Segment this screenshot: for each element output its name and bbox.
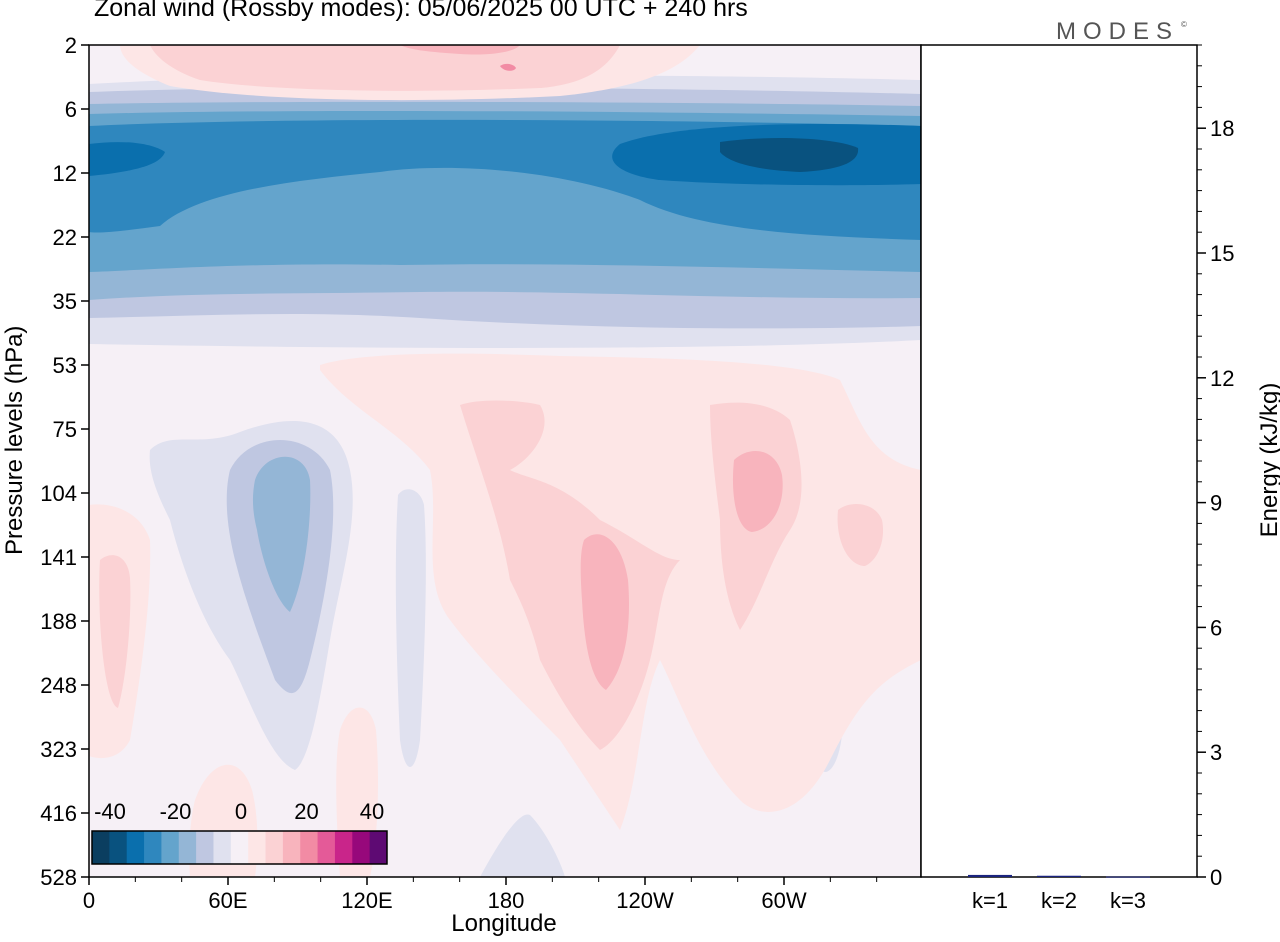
- energy-tick-label: 9: [1210, 491, 1222, 516]
- colorbar-label: 40: [360, 799, 384, 824]
- contour-fill-neg-5-bottom: [480, 814, 565, 877]
- energy-bar: [1106, 876, 1150, 878]
- x-tick-label: 120E: [341, 888, 392, 913]
- colorbar-swatch: [178, 831, 197, 864]
- colorbar-swatch: [196, 831, 214, 864]
- colorbar-swatch: [109, 831, 128, 864]
- x-tick-label: 120W: [616, 888, 674, 913]
- contour-fill-pos-10-center: [460, 400, 680, 750]
- contour-fill-neg-35: [720, 138, 859, 172]
- x-axis: 0 60E 120E 180 120W 60W: [83, 877, 878, 913]
- colorbar-swatch: [352, 831, 371, 864]
- colorbar-swatch: [334, 831, 353, 864]
- colorbar-swatch: [213, 831, 232, 864]
- energy-tick-label: 15: [1210, 241, 1234, 266]
- energy-tick-label: 6: [1210, 615, 1222, 640]
- y-tick-label: 416: [40, 801, 77, 826]
- colorbar-swatch: [230, 831, 249, 864]
- y-tick-label: 75: [53, 417, 77, 442]
- contour-fill-neg-30-west: [89, 142, 165, 176]
- x-tick-label: 60E: [208, 888, 247, 913]
- x-tick-label: 0: [83, 888, 95, 913]
- energy-panel-frame: [920, 44, 1198, 878]
- colorbar-swatch: [300, 831, 319, 864]
- y-tick-label: 104: [40, 481, 77, 506]
- contour-plot: [88, 44, 922, 878]
- copyright-mark: ©: [1181, 20, 1187, 29]
- colorbar-label: 0: [235, 799, 247, 824]
- contour-fill-neg-5-mid-trop: [395, 489, 426, 767]
- x-tick-label: 60W: [761, 888, 806, 913]
- chart-title: Zonal wind (Rossby modes): 05/06/2025 00…: [94, 0, 748, 22]
- contour-fill-pos-15-center: [580, 534, 630, 690]
- colorbar-swatch: [317, 831, 336, 864]
- colorbar-frame: [91, 830, 388, 865]
- contour-fill-pos-10-west-edge: [99, 555, 131, 708]
- colorbar-swatch: [161, 831, 180, 864]
- y-tick-label: 12: [53, 161, 77, 186]
- colorbar-label: 20: [294, 799, 318, 824]
- colorbar-swatch: [126, 831, 145, 864]
- contour-fill-pos-20-top: [500, 63, 516, 71]
- colorbar-label: -20: [160, 799, 192, 824]
- x-axis-label: Longitude: [451, 910, 557, 937]
- colorbar-swatch: [282, 831, 301, 864]
- y-axis-label-energy: Energy (kJ/kg): [1256, 382, 1280, 538]
- energy-tick-label: 12: [1210, 366, 1234, 391]
- colorbar: -40 -20 0 20 40: [91, 799, 388, 865]
- contour-fill-pos-15-top: [400, 45, 520, 55]
- contour-fill-pos-15-east: [732, 451, 783, 532]
- energy-panel: 0 3 6 9 12 15 18 k=1 k=2 k=3: [920, 44, 1234, 913]
- y-tick-label: 141: [40, 545, 77, 570]
- y-tick-label: 53: [53, 353, 77, 378]
- modes-logo: MODES: [1056, 18, 1180, 45]
- colorbar-swatch: [248, 831, 267, 864]
- energy-tick-label: 3: [1210, 740, 1222, 765]
- colorbar-swatch: [369, 831, 388, 864]
- energy-category-label: k=3: [1110, 888, 1146, 913]
- energy-bar: [1037, 875, 1081, 877]
- contour-fill-pos-10-far-east: [837, 504, 884, 566]
- energy-tick-label: 0: [1210, 865, 1222, 890]
- colorbar-swatch: [265, 831, 284, 864]
- energy-bar: [968, 874, 1012, 877]
- y-tick-label: 2: [65, 33, 77, 58]
- x-tick-label: 180: [488, 888, 525, 913]
- y-tick-label: 248: [40, 673, 77, 698]
- y-tick-label: 35: [53, 289, 77, 314]
- energy-category-label: k=1: [972, 888, 1008, 913]
- y-tick-label: 188: [40, 609, 77, 634]
- energy-tick-label: 18: [1210, 116, 1234, 141]
- y-axis-label-pressure: Pressure levels (hPa): [1, 325, 28, 555]
- energy-category-label: k=2: [1041, 888, 1077, 913]
- colorbar-label: -40: [94, 799, 126, 824]
- colorbar-swatch: [92, 831, 110, 864]
- colorbar-swatch: [144, 831, 162, 864]
- y-tick-label: 528: [40, 865, 77, 890]
- y-tick-label: 6: [65, 97, 77, 122]
- y-axis-pressure: 2 6 12 22 35 53 75 104 141 188 248 323 416 528: [40, 33, 89, 890]
- contour-fill-neg-15-west-trop: [252, 456, 311, 612]
- y-tick-label: 323: [40, 737, 77, 762]
- contour-fill-pos-10-top: [150, 45, 620, 91]
- y-tick-label: 22: [53, 225, 77, 250]
